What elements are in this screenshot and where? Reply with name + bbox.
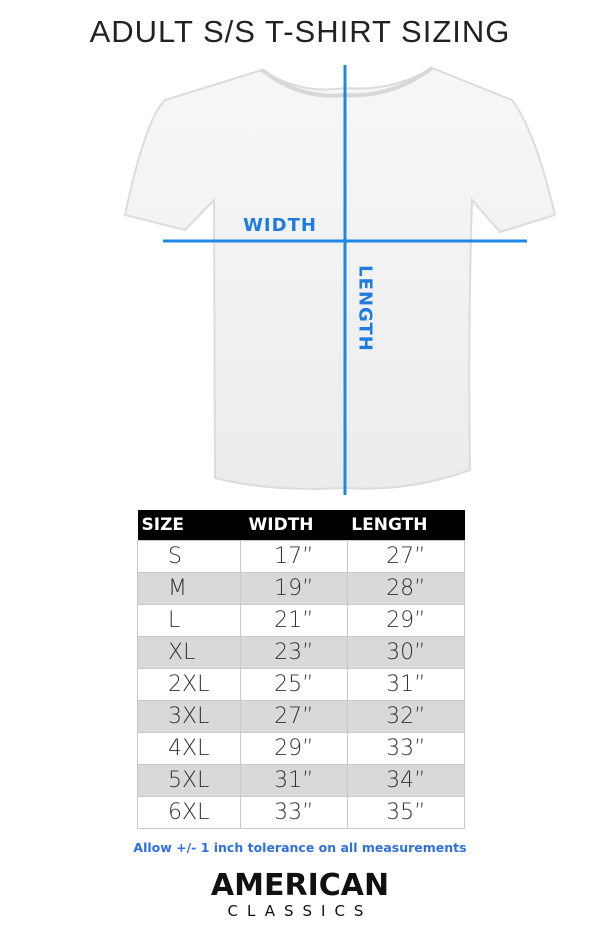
cell-size: S: [137, 540, 241, 573]
cell-width: 23”: [240, 636, 348, 669]
cell-width: 19”: [240, 572, 348, 605]
table-row: S 17” 27”: [137, 540, 466, 573]
cell-size: 5XL: [137, 764, 241, 797]
table-row: M 19” 28”: [137, 572, 466, 605]
table-row: XL 23” 30”: [137, 636, 466, 669]
cell-length: 33”: [346, 732, 466, 765]
cell-size: 3XL: [137, 700, 241, 733]
table-row: 5XL 31” 34”: [137, 764, 466, 797]
cell-size: 2XL: [137, 668, 241, 701]
table-row: 3XL 27” 32”: [137, 700, 466, 733]
cell-length: 28”: [346, 572, 466, 605]
cell-size: XL: [137, 636, 241, 669]
table-row: L 21” 29”: [137, 604, 466, 637]
table-header: SIZE WIDTH LENGTH: [137, 510, 465, 541]
logo-american: AMERICAN: [210, 868, 390, 903]
page-title: ADULT S/S T-SHIRT SIZING: [89, 14, 511, 49]
tshirt-diagram: [123, 65, 557, 495]
cell-width: 21”: [240, 604, 348, 637]
cell-length: 31”: [346, 668, 466, 701]
cell-length: 34”: [346, 764, 466, 797]
cell-size: M: [137, 572, 241, 605]
header-length: LENGTH: [347, 510, 465, 541]
tolerance-note: Allow +/- 1 inch tolerance on all measur…: [133, 840, 467, 855]
cell-length: 35”: [346, 796, 466, 829]
cell-size: 4XL: [137, 732, 241, 765]
cell-length: 27”: [346, 540, 466, 573]
cell-length: 29”: [346, 604, 466, 637]
cell-size: L: [137, 604, 241, 637]
length-label: LENGTH: [354, 265, 376, 352]
size-table: SIZE WIDTH LENGTH S 17” 27” M 19” 28” L 21” 29” X…: [137, 510, 466, 829]
cell-width: 17”: [240, 540, 348, 573]
cell-width: 25”: [240, 668, 348, 701]
header-width: WIDTH: [240, 510, 348, 541]
table-row: 4XL 29” 33”: [137, 732, 466, 765]
table-row: 2XL 25” 31”: [137, 668, 466, 701]
cell-width: 31”: [240, 764, 348, 797]
table-row: 6XL 33” 35”: [137, 796, 466, 829]
cell-length: 32”: [346, 700, 466, 733]
cell-size: 6XL: [137, 796, 241, 829]
cell-width: 33”: [240, 796, 348, 829]
cell-length: 30”: [346, 636, 466, 669]
cell-width: 27”: [240, 700, 348, 733]
tshirt-shape: [123, 66, 557, 490]
logo-classics: CLASSICS: [227, 902, 373, 920]
cell-width: 29”: [240, 732, 348, 765]
header-size: SIZE: [137, 510, 241, 541]
width-label: WIDTH: [243, 215, 317, 236]
